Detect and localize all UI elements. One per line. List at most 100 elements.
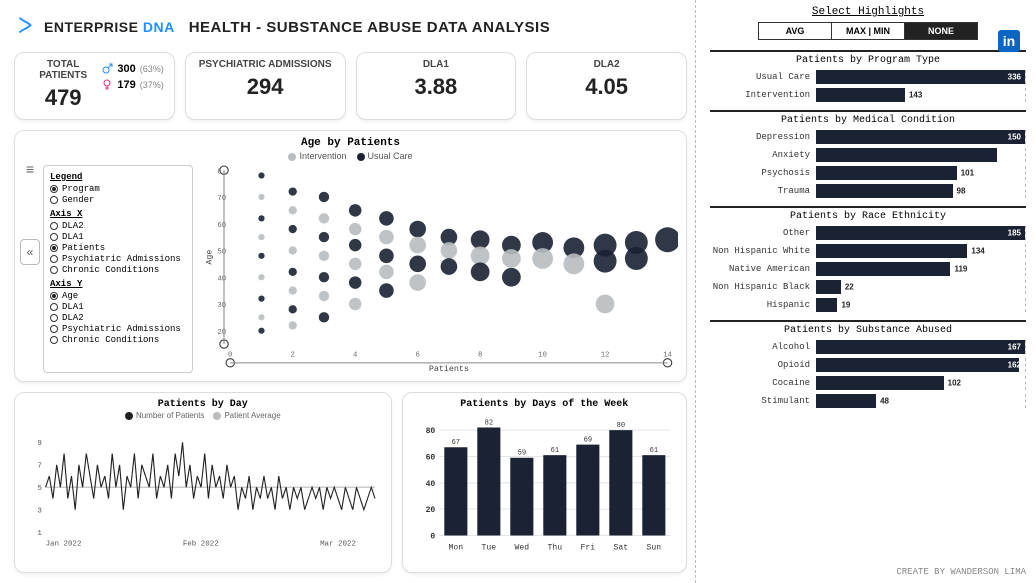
group-patients-by-substance-abused: Patients by Substance AbusedAlcohol167Op… <box>710 320 1026 408</box>
svg-text:69: 69 <box>583 437 592 445</box>
radio-dla1[interactable]: DLA1 <box>50 302 186 312</box>
chart-patients-by-day: Patients by Day Number of Patients Patie… <box>14 392 392 573</box>
svg-text:80: 80 <box>616 422 625 430</box>
bar-label: Trauma <box>710 186 810 196</box>
svg-text:40: 40 <box>217 275 226 283</box>
svg-text:Age: Age <box>205 250 215 265</box>
scatter-plot[interactable]: 2030405060708002468101214PatientsAge <box>199 165 678 373</box>
bar-chart[interactable]: 02040608067Mon82Tue59Wed61Thu69Fri80Sat6… <box>413 410 676 566</box>
svg-text:30: 30 <box>217 302 226 310</box>
bar-label: Alcohol <box>710 342 810 352</box>
group-patients-by-medical-condition: Patients by Medical ConditionDepression1… <box>710 110 1026 198</box>
radio-program[interactable]: Program <box>50 184 186 194</box>
radio-chronic-conditions[interactable]: Chronic Conditions <box>50 335 186 345</box>
bar-row[interactable]: Cocaine102 <box>710 376 1026 390</box>
scatter-chart: Age by Patients Intervention Usual Care … <box>14 130 687 382</box>
card-value: 479 <box>45 85 82 111</box>
bar-row[interactable]: Native American119 <box>710 262 1026 276</box>
svg-text:Mon: Mon <box>448 544 463 553</box>
page-title: HEALTH - SUBSTANCE ABUSE DATA ANALYSIS <box>189 19 551 36</box>
bar-row[interactable]: Non Hispanic White134 <box>710 244 1026 258</box>
svg-text:80: 80 <box>425 427 435 436</box>
bar-row[interactable]: Non Hispanic Black22 <box>710 280 1026 294</box>
svg-text:60: 60 <box>425 454 435 463</box>
bar-row[interactable]: Intervention143 <box>710 88 1026 102</box>
radio-patients[interactable]: Patients <box>50 243 186 253</box>
header: ENTERPRISE DNA HEALTH - SUBSTANCE ABUSE … <box>14 10 687 44</box>
svg-text:9: 9 <box>37 440 41 448</box>
bar-row[interactable]: Alcohol167 <box>710 340 1026 354</box>
highlight-avg[interactable]: AVG <box>759 23 832 39</box>
panel-handle[interactable]: ≡ « <box>23 165 37 373</box>
radio-dla2[interactable]: DLA2 <box>50 313 186 323</box>
radio-psychiatric-admissions[interactable]: Psychiatric Admissions <box>50 254 186 264</box>
radio-dla2[interactable]: DLA2 <box>50 221 186 231</box>
radio-dla1[interactable]: DLA1 <box>50 232 186 242</box>
svg-text:1: 1 <box>37 530 42 538</box>
bar-label: Stimulant <box>710 396 810 406</box>
linkedin-icon[interactable]: in <box>998 30 1020 52</box>
svg-text:Tue: Tue <box>481 544 496 553</box>
legend-panel: LegendProgramGenderAxis XDLA2DLA1Patient… <box>43 165 193 373</box>
bar-row[interactable]: Depression150 <box>710 130 1026 144</box>
svg-text:20: 20 <box>217 329 226 337</box>
svg-text:82: 82 <box>484 420 493 428</box>
svg-text:70: 70 <box>217 195 226 203</box>
svg-text:Sun: Sun <box>646 544 661 553</box>
svg-text:Wed: Wed <box>514 544 529 553</box>
card-dla2: DLA2 4.05 <box>526 52 687 120</box>
bar-row[interactable]: Hispanic19 <box>710 298 1026 312</box>
drag-handle-icon: ≡ <box>26 165 34 173</box>
brand: ENTERPRISE DNA <box>44 19 175 35</box>
bar-row[interactable]: Psychosis101 <box>710 166 1026 180</box>
radio-psychiatric-admissions[interactable]: Psychiatric Admissions <box>50 324 186 334</box>
svg-text:4: 4 <box>353 352 357 360</box>
svg-text:8: 8 <box>478 352 482 360</box>
bar-row[interactable]: Anxiety130 <box>710 148 1026 162</box>
bar-label: Anxiety <box>710 150 810 160</box>
bar-label: Depression <box>710 132 810 142</box>
chevron-left-icon[interactable]: « <box>20 239 40 265</box>
svg-text:61: 61 <box>550 447 559 455</box>
svg-text:Fri: Fri <box>580 544 595 553</box>
svg-text:0: 0 <box>430 533 435 542</box>
svg-text:7: 7 <box>37 463 41 471</box>
radio-chronic-conditions[interactable]: Chronic Conditions <box>50 265 186 275</box>
bar-row[interactable]: Other185 <box>710 226 1026 240</box>
bar-label: Non Hispanic Black <box>710 282 810 292</box>
svg-text:Jan 2022: Jan 2022 <box>46 541 82 549</box>
card-total-patients: TOTAL PATIENTS 479 300 (63%) 179 (37%) <box>14 52 175 120</box>
highlight-none[interactable]: NONE <box>905 23 977 39</box>
highlights-selector: Select Highlights AVGMAX | MINNONE <box>710 6 1026 40</box>
radio-gender[interactable]: Gender <box>50 195 186 205</box>
bar-label: Cocaine <box>710 378 810 388</box>
bar-row[interactable]: Stimulant48 <box>710 394 1026 408</box>
chart-patients-by-dow: Patients by Days of the Week 02040608067… <box>402 392 687 573</box>
svg-text:2: 2 <box>291 352 295 360</box>
svg-text:50: 50 <box>217 249 226 257</box>
svg-text:Thu: Thu <box>547 544 562 553</box>
dna-icon <box>14 16 36 38</box>
line-chart[interactable]: 13579Jan 2022Feb 2022Mar 2022 <box>25 420 381 566</box>
bar-row[interactable]: Usual Care336 <box>710 70 1026 84</box>
svg-text:61: 61 <box>649 447 658 455</box>
svg-text:20: 20 <box>425 506 435 515</box>
bar-label: Non Hispanic White <box>710 246 810 256</box>
male-stat: 300 (63%) <box>101 63 163 75</box>
bar-label: Opioid <box>710 360 810 370</box>
card-label: TOTAL PATIENTS <box>25 59 101 81</box>
highlight-max-min[interactable]: MAX | MIN <box>832 23 905 39</box>
bar-label: Hispanic <box>710 300 810 310</box>
svg-text:6: 6 <box>415 352 419 360</box>
svg-text:3: 3 <box>37 508 42 516</box>
bar-row[interactable]: Trauma98 <box>710 184 1026 198</box>
bar-label: Psychosis <box>710 168 810 178</box>
svg-text:Sat: Sat <box>613 544 628 553</box>
radio-age[interactable]: Age <box>50 291 186 301</box>
group-patients-by-race-ethnicity: Patients by Race EthnicityOther185Non Hi… <box>710 206 1026 312</box>
svg-text:40: 40 <box>425 480 435 489</box>
bar-label: Intervention <box>710 90 810 100</box>
bar-row[interactable]: Opioid162 <box>710 358 1026 372</box>
svg-text:12: 12 <box>601 352 610 360</box>
group-patients-by-program-type: Patients by Program TypeUsual Care336Int… <box>710 50 1026 102</box>
